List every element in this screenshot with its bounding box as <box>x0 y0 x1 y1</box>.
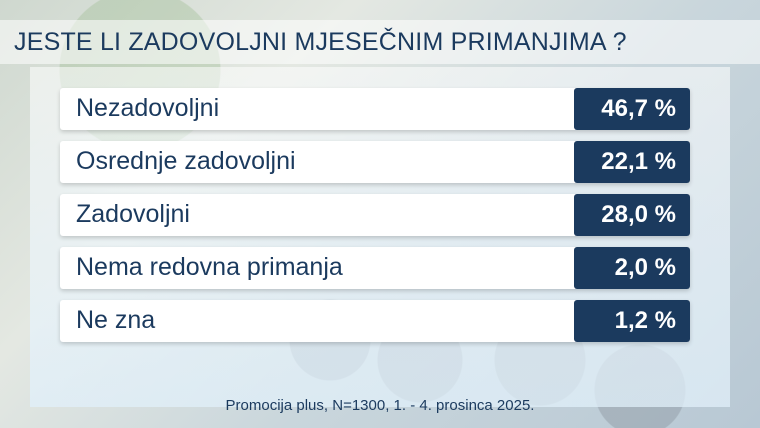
result-row: Osrednje zadovoljni 22,1 % <box>60 141 690 183</box>
source-footer: Promocija plus, N=1300, 1. - 4. prosinca… <box>225 397 535 414</box>
result-row: Nezadovoljni 46,7 % <box>60 88 690 130</box>
result-row: Nema redovna primanja 2,0 % <box>60 247 690 289</box>
row-label: Osrednje zadovoljni <box>76 147 296 175</box>
result-row: Zadovoljni 28,0 % <box>60 194 690 236</box>
row-value: 46,7 % <box>574 88 690 130</box>
row-value: 28,0 % <box>574 194 690 236</box>
row-value: 2,0 % <box>574 247 690 289</box>
row-value: 22,1 % <box>574 141 690 183</box>
row-value: 1,2 % <box>574 300 690 342</box>
row-label: Nema redovna primanja <box>76 253 343 281</box>
title-bar <box>0 20 760 64</box>
row-label: Nezadovoljni <box>76 94 220 122</box>
page-title: JESTE LI ZADOVOLJNI MJESEČNIM PRIMANJIMA… <box>14 28 627 56</box>
result-row: Ne zna 1,2 % <box>60 300 690 342</box>
row-label: Zadovoljni <box>76 200 190 228</box>
row-label: Ne zna <box>76 306 156 334</box>
